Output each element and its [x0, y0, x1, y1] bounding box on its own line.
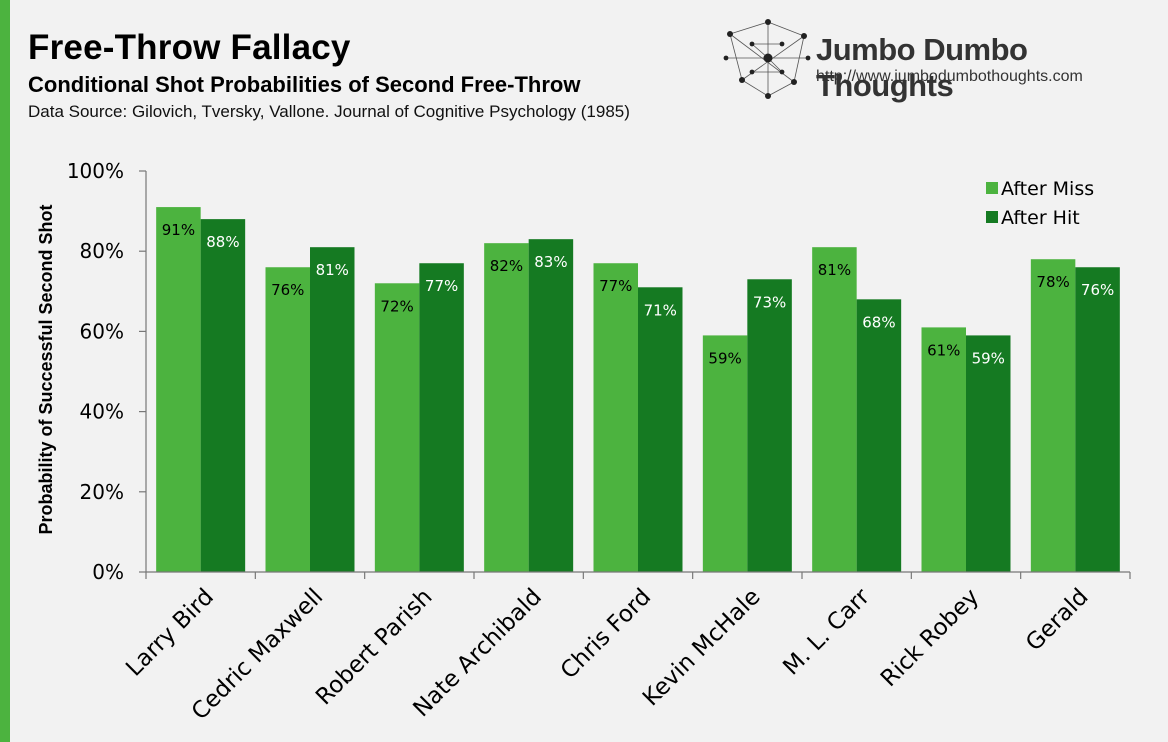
bar-after-miss: [265, 267, 310, 572]
y-axis-title: Probability of Successful Second Shot: [36, 204, 56, 534]
x-tick-label: Gerald: [1021, 584, 1093, 656]
data-label: 76%: [1081, 281, 1114, 299]
bar-after-miss: [484, 243, 529, 572]
x-tick-label: Chris Ford: [556, 584, 656, 684]
data-label: 77%: [425, 277, 458, 295]
network-logo-icon: [723, 19, 811, 99]
data-label: 91%: [162, 221, 195, 239]
bar-after-hit: [966, 335, 1011, 572]
accent-bar: [0, 0, 10, 742]
data-label: 71%: [644, 301, 677, 319]
chart-title: Free-Throw Fallacy: [28, 28, 351, 67]
bar-after-miss: [921, 327, 966, 572]
data-label: 68%: [862, 313, 895, 331]
data-source: Data Source: Gilovich, Tversky, Vallone.…: [28, 102, 630, 121]
brand-name: Jumbo Dumbo Thoughts: [816, 32, 1028, 103]
data-label: 81%: [818, 261, 851, 279]
x-tick-label: Rick Robey: [876, 584, 984, 692]
x-tick-label: Larry Bird: [121, 584, 219, 682]
bar-after-hit: [638, 287, 683, 572]
data-label: 72%: [380, 297, 413, 315]
y-tick-label: 20%: [80, 480, 124, 504]
bar-after-miss: [156, 207, 201, 572]
y-tick-label: 0%: [92, 560, 124, 584]
legend-swatch: [986, 182, 998, 194]
data-label: 81%: [316, 261, 349, 279]
legend-label: After Hit: [1001, 207, 1080, 229]
chart-subtitle: Conditional Shot Probabilities of Second…: [28, 72, 581, 97]
y-tick-label: 100%: [67, 159, 124, 183]
bar-after-miss: [593, 263, 638, 572]
bar-after-miss: [702, 335, 748, 572]
data-label: 59%: [972, 349, 1005, 367]
data-label: 78%: [1036, 273, 1069, 291]
bar-after-miss: [1030, 259, 1076, 572]
data-label: 82%: [490, 257, 523, 275]
bar-after-hit: [419, 263, 464, 572]
bar-after-hit: [856, 299, 902, 572]
x-tick-label: Robert Parish: [311, 584, 438, 711]
brand-url: http://www.jumbodumbothoughts.com: [816, 68, 1083, 85]
legend-label: After Miss: [1001, 178, 1094, 200]
bar-after-hit: [310, 247, 355, 572]
data-label: 83%: [534, 253, 567, 271]
bar-after-hit: [528, 239, 574, 573]
data-label: 61%: [927, 341, 960, 359]
legend-swatch: [986, 211, 998, 223]
bar-after-miss: [812, 247, 857, 572]
y-tick-label: 60%: [80, 319, 124, 343]
y-tick-label: 40%: [80, 400, 124, 424]
bar-after-hit: [747, 279, 792, 572]
bar-after-hit: [1075, 267, 1120, 572]
data-label: 73%: [753, 293, 786, 311]
data-label: 77%: [599, 277, 632, 295]
y-tick-label: 80%: [80, 239, 124, 263]
data-label: 59%: [708, 349, 741, 367]
x-tick-label: Kevin McHale: [638, 584, 766, 712]
bar-after-miss: [374, 283, 420, 572]
bar-after-hit: [200, 219, 246, 572]
x-tick-label: M. L. Carr: [778, 583, 875, 680]
data-label: 88%: [206, 233, 239, 251]
data-label: 76%: [271, 281, 304, 299]
